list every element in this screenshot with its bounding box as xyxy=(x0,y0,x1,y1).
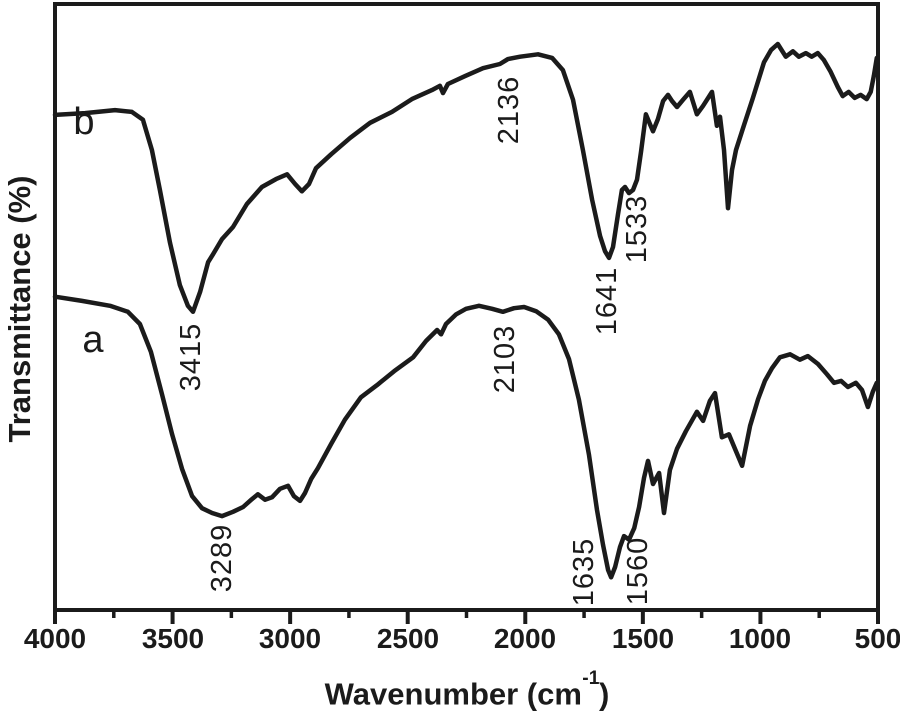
x-axis-title-suffix: ) xyxy=(599,676,610,712)
x-tick-label-500: 500 xyxy=(854,623,900,654)
peak-label-a-2103: 2103 xyxy=(489,324,521,394)
curve-b xyxy=(52,41,880,315)
x-tick-label-3000: 3000 xyxy=(258,623,322,654)
x-tick-label-1500: 1500 xyxy=(611,623,675,654)
x-tick-label-1000: 1000 xyxy=(728,623,792,654)
x-tick-label-4000: 4000 xyxy=(23,623,87,654)
peak-label-a-1560: 1560 xyxy=(622,536,654,606)
peak-label-b-1641: 1641 xyxy=(591,266,623,336)
peak-label-b-3415: 3415 xyxy=(175,322,207,392)
peak-label-a-1635: 1635 xyxy=(568,537,600,607)
x-tick-label-2500: 2500 xyxy=(376,623,440,654)
peak-label-b-2136: 2136 xyxy=(493,75,525,145)
x-axis-title-superscript: -1 xyxy=(582,668,600,690)
x-axis-title-text: Wavenumber (cm xyxy=(324,676,582,712)
x-axis-title: Wavenumber (cm-1) xyxy=(267,668,667,712)
x-tick-label-2000: 2000 xyxy=(493,623,557,654)
peak-label-a-3289: 3289 xyxy=(206,523,238,593)
curve-label-a: a xyxy=(82,319,104,361)
curve-label-b: b xyxy=(73,101,95,143)
y-axis-title: Transmittance (%) xyxy=(2,175,37,443)
peak-label-b-1533: 1533 xyxy=(621,194,653,264)
curve-a xyxy=(52,294,880,580)
x-tick-label-3500: 3500 xyxy=(141,623,205,654)
